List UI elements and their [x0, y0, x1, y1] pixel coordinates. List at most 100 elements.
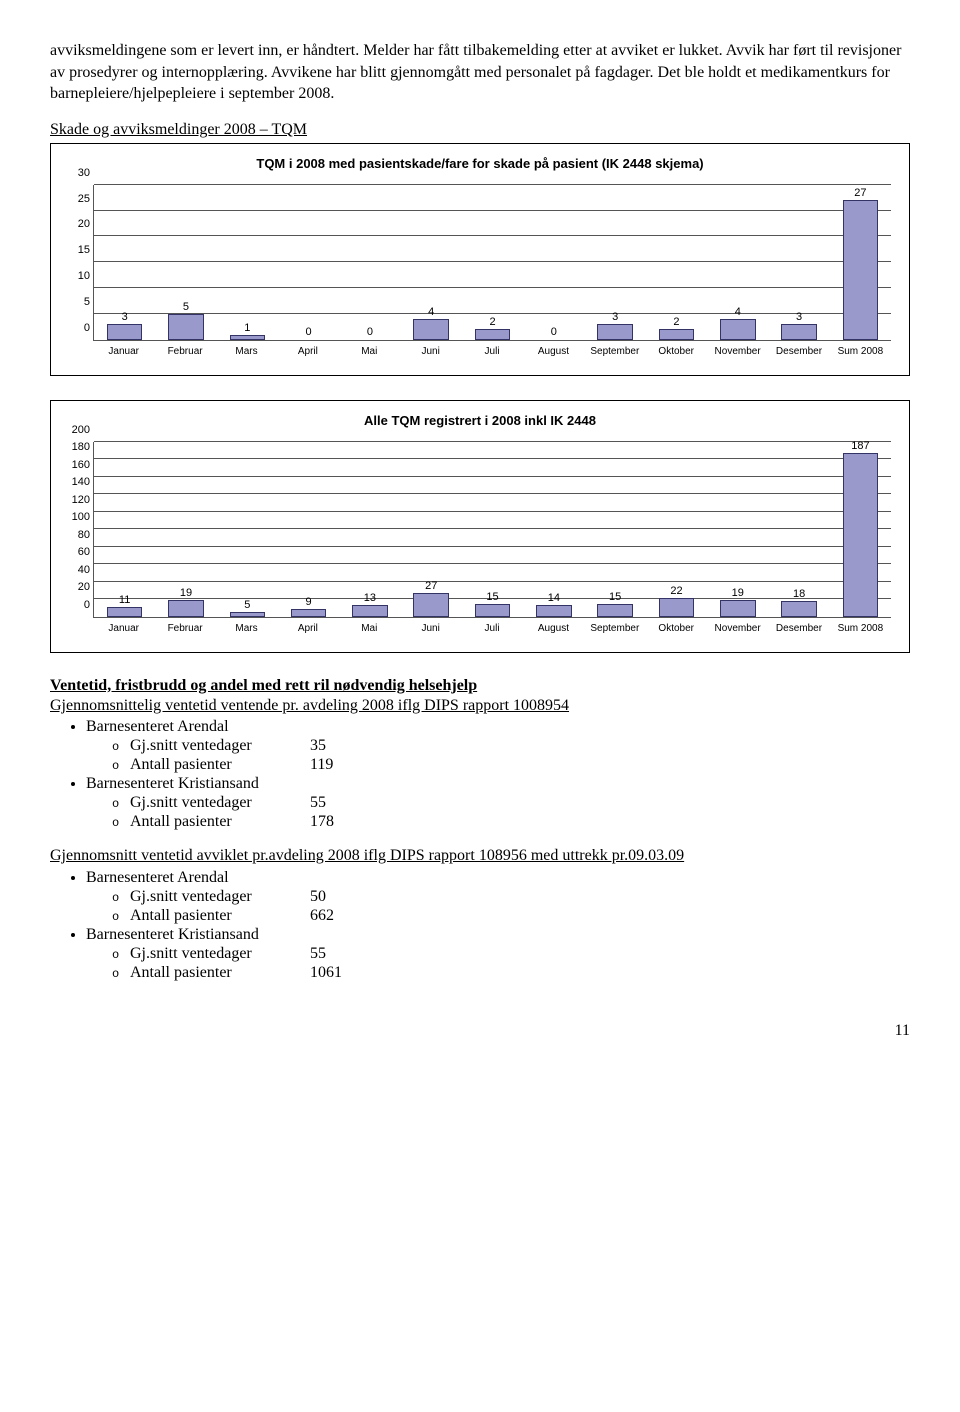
y-tick-label: 180 [66, 441, 90, 453]
kv-row: Gj.snitt ventedager55 [112, 794, 910, 812]
bar: 15 [597, 604, 633, 617]
bar-slot: 14 [523, 442, 584, 617]
x-label: Juli [461, 620, 522, 642]
y-tick-label: 140 [66, 476, 90, 488]
kv-value: 178 [310, 813, 334, 831]
chart-2-area: 0204060801001201401601802001119591327151… [93, 442, 891, 642]
x-label: Mai [339, 343, 400, 365]
bar-value-label: 2 [489, 316, 495, 328]
x-label: April [277, 343, 338, 365]
kv-label: Gj.snitt ventedager [130, 945, 310, 963]
bar-value-label: 9 [306, 596, 312, 608]
y-tick-label: 200 [66, 424, 90, 436]
group-item: Barnesenteret ArendalGj.snitt ventedager… [86, 718, 910, 774]
ventetid-list-1: Barnesenteret ArendalGj.snitt ventedager… [50, 718, 910, 831]
bar-value-label: 5 [244, 599, 250, 611]
bar-slot: 0 [523, 185, 584, 340]
bar-slot: 3 [94, 185, 155, 340]
bar-slot: 4 [707, 185, 768, 340]
y-tick-label: 160 [66, 459, 90, 471]
kv-label: Antall pasienter [130, 756, 310, 774]
kv-row: Antall pasienter178 [112, 813, 910, 831]
kv-row: Antall pasienter1061 [112, 964, 910, 982]
x-label: Mai [339, 620, 400, 642]
bar-slot: 9 [278, 442, 339, 617]
bar-slot: 187 [830, 442, 891, 617]
bar-value-label: 18 [793, 588, 805, 600]
x-label: September [584, 620, 645, 642]
bar-slot: 3 [585, 185, 646, 340]
bar-slot: 0 [278, 185, 339, 340]
x-label: August [523, 343, 584, 365]
x-label: Juli [461, 343, 522, 365]
bar: 4 [413, 319, 449, 340]
bar-value-label: 4 [428, 306, 434, 318]
kv-row: Antall pasienter119 [112, 756, 910, 774]
x-label: April [277, 620, 338, 642]
x-label: Juni [400, 620, 461, 642]
x-label: Januar [93, 343, 154, 365]
bar: 18 [781, 601, 817, 617]
x-label: Mars [216, 343, 277, 365]
x-label: November [707, 343, 768, 365]
y-tick-label: 5 [66, 296, 90, 308]
x-label: Desember [768, 620, 829, 642]
bar-value-label: 187 [851, 440, 869, 452]
kv-value: 55 [310, 945, 326, 963]
x-label: Oktober [646, 620, 707, 642]
bar: 11 [107, 607, 143, 617]
kv-label: Antall pasienter [130, 813, 310, 831]
kv-row: Antall pasienter662 [112, 907, 910, 925]
bar: 3 [107, 324, 143, 340]
bar-value-label: 22 [670, 585, 682, 597]
ventetid-sub1: Gjennomsnittelig ventetid ventende pr. a… [50, 695, 910, 717]
bar-value-label: 27 [854, 187, 866, 199]
bar-value-label: 3 [796, 311, 802, 323]
x-label: Januar [93, 620, 154, 642]
bar-slot: 1 [217, 185, 278, 340]
y-tick-label: 25 [66, 193, 90, 205]
chart-1-title: TQM i 2008 med pasientskade/fare for ska… [65, 156, 895, 171]
x-label: November [707, 620, 768, 642]
bar: 15 [475, 604, 511, 617]
bar-slot: 15 [462, 442, 523, 617]
bar-value-label: 0 [551, 326, 557, 338]
bar-value-label: 0 [367, 326, 373, 338]
y-tick-label: 15 [66, 244, 90, 256]
bar: 5 [230, 612, 266, 616]
x-labels-row: JanuarFebruarMarsAprilMaiJuniJuliAugustS… [93, 620, 891, 642]
y-tick-label: 30 [66, 167, 90, 179]
group-sublist: Gj.snitt ventedager50Antall pasienter662 [86, 888, 910, 925]
kv-row: Gj.snitt ventedager50 [112, 888, 910, 906]
bar: 19 [720, 600, 756, 617]
bar-slot: 11 [94, 442, 155, 617]
y-tick-label: 0 [66, 322, 90, 334]
bars-row: 35100420324327 [94, 185, 891, 340]
bar-value-label: 2 [673, 316, 679, 328]
bar: 2 [659, 329, 695, 339]
bar: 27 [413, 593, 449, 617]
bar-value-label: 19 [732, 587, 744, 599]
kv-label: Antall pasienter [130, 964, 310, 982]
x-label: Juni [400, 343, 461, 365]
bar: 9 [291, 609, 327, 617]
kv-value: 55 [310, 794, 326, 812]
y-tick-label: 10 [66, 270, 90, 282]
kv-value: 1061 [310, 964, 342, 982]
ventetid-list-2: Barnesenteret ArendalGj.snitt ventedager… [50, 869, 910, 982]
bar-slot: 27 [830, 185, 891, 340]
ventetid-sub2: Gjennomsnitt ventetid avviklet pr.avdeli… [50, 845, 910, 867]
kv-value: 35 [310, 737, 326, 755]
bar: 187 [843, 453, 879, 617]
bar: 2 [475, 329, 511, 339]
kv-label: Gj.snitt ventedager [130, 794, 310, 812]
bar-slot: 15 [585, 442, 646, 617]
group-item: Barnesenteret ArendalGj.snitt ventedager… [86, 869, 910, 925]
kv-row: Gj.snitt ventedager55 [112, 945, 910, 963]
group-item: Barnesenteret KristiansandGj.snitt vente… [86, 775, 910, 831]
kv-value: 662 [310, 907, 334, 925]
bar-value-label: 3 [122, 311, 128, 323]
x-labels-row: JanuarFebruarMarsAprilMaiJuniJuliAugustS… [93, 343, 891, 365]
kv-value: 119 [310, 756, 333, 774]
chart-plot: 05101520253035100420324327 [93, 185, 891, 341]
